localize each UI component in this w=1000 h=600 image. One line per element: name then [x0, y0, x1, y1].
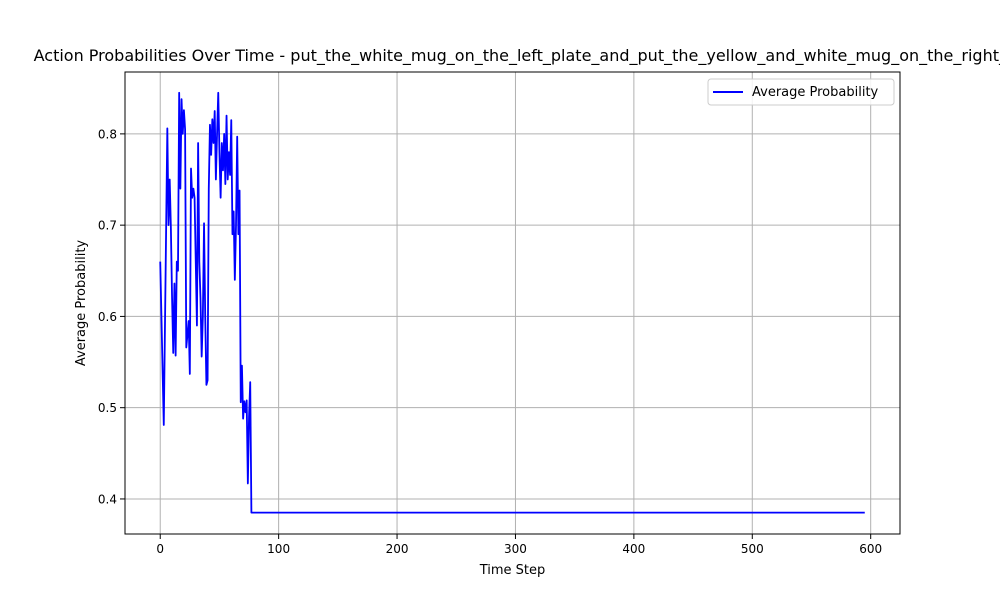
x-tick-label: 600	[859, 542, 882, 556]
x-axis-ticks: 0 100 200 300 400 500 600	[156, 534, 882, 556]
y-tick-label: 0.4	[98, 492, 117, 506]
grid-lines	[125, 72, 900, 534]
x-tick-label: 300	[504, 542, 527, 556]
x-tick-label: 400	[622, 542, 645, 556]
chart-title-text: Action Probabilities Over Time - put_the…	[33, 46, 1000, 65]
legend-box	[707, 78, 895, 106]
x-tick-label: 100	[267, 542, 290, 556]
y-tick-label: 0.7	[98, 219, 117, 233]
y-tick-label: 0.5	[98, 401, 117, 415]
legend: Average Probability	[707, 78, 895, 106]
x-axis-label: Time Step	[479, 563, 546, 578]
x-tick-label: 200	[386, 542, 409, 556]
legend-label: Average Probability	[752, 85, 879, 100]
x-tick-label: 0	[156, 542, 164, 556]
series-layer	[159, 91, 865, 514]
y-tick-label: 0.8	[98, 127, 117, 141]
plot-frame	[124, 71, 901, 535]
y-axis-ticks: 0.4 0.5 0.6 0.7 0.8	[98, 127, 125, 506]
series-line-average-probability	[159, 91, 865, 514]
x-tick-label: 500	[741, 542, 764, 556]
chart-title: Action Probabilities Over Time - put_the…	[0, 46, 1000, 72]
y-axis-label: Average Probability	[74, 240, 89, 367]
y-tick-label: 0.6	[98, 310, 117, 324]
